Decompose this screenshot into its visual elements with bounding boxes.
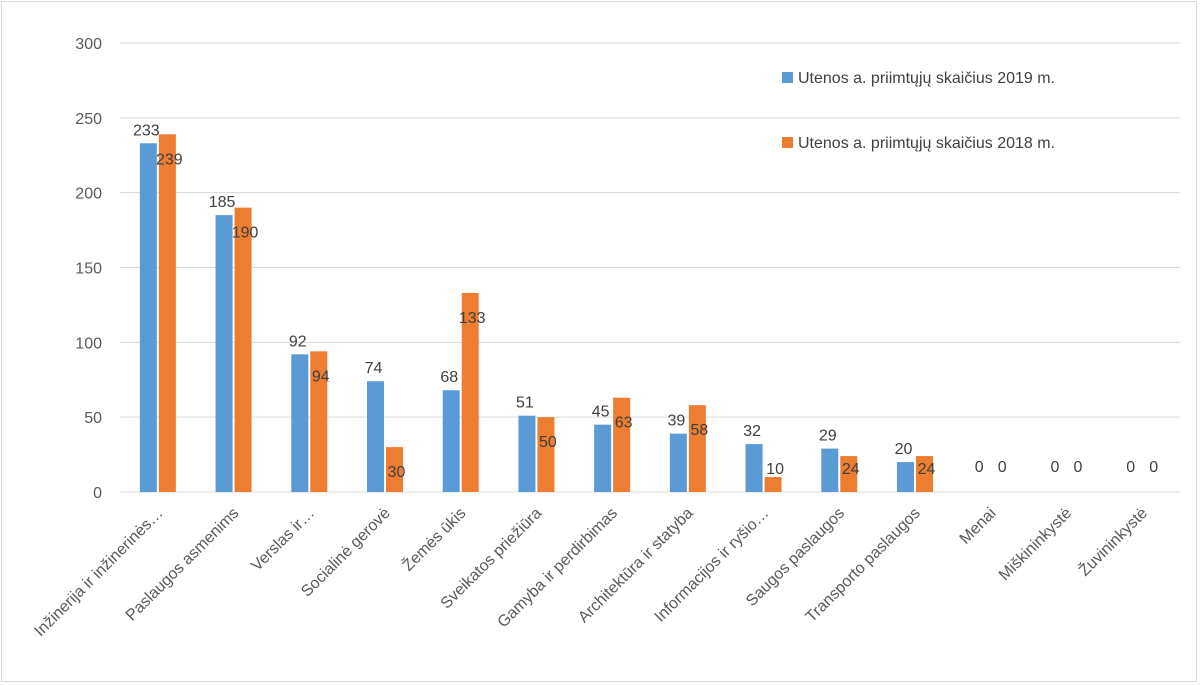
data-label-2019: 29	[819, 428, 837, 445]
data-label-2018: 10	[766, 461, 784, 478]
data-label-2019: 39	[667, 413, 685, 430]
legend-label: Utenos a. priimtųjų skaičius 2018 m.	[798, 135, 1055, 152]
data-label-2018: 239	[156, 151, 183, 168]
data-label-2019: 0	[1050, 459, 1059, 476]
bar-2019	[367, 381, 384, 492]
legend-label: Utenos a. priimtųjų skaičius 2019 m.	[798, 70, 1055, 87]
bar-2018	[613, 397, 631, 492]
x-axis: Inžinerija ir inžinerinės…Paslaugos asme…	[31, 503, 1151, 640]
x-category-label: Inžinerija ir inžinerinės…	[31, 505, 166, 640]
x-category-label: Žemės ūkis	[398, 503, 469, 574]
bar-2019	[897, 462, 914, 492]
data-label-2018: 30	[388, 464, 406, 481]
bar-2018	[158, 134, 176, 492]
y-axis: 0 50 100 150 200 250 300	[75, 36, 102, 502]
bar-2018	[537, 417, 555, 492]
data-label-2018: 24	[918, 461, 936, 478]
bar-2018	[310, 351, 328, 492]
y-tick-label: 250	[75, 111, 102, 128]
data-label-2018: 0	[998, 459, 1007, 476]
x-category-label: Verslas ir…	[248, 505, 318, 575]
bar-2019	[745, 444, 763, 492]
legend-swatch	[782, 72, 793, 83]
data-labels: 233 239 185 190 92 94 74 30 68 133 51 50 45 63 39 58 32 1…	[133, 122, 1158, 481]
bar-2018	[840, 456, 858, 492]
y-tick-label: 200	[75, 186, 102, 203]
bar-2018	[461, 292, 479, 492]
bar-2018	[916, 456, 933, 492]
data-label-2019: 92	[289, 333, 307, 350]
bar-2019	[291, 354, 309, 492]
legend: Utenos a. priimtųjų skaičius 2019 m. Uten…	[782, 70, 1055, 152]
data-label-2018: 0	[1073, 459, 1082, 476]
x-category-label: Menai	[957, 505, 1000, 548]
data-label-2019: 45	[592, 404, 610, 421]
bar-2019	[215, 215, 233, 492]
bar-2018	[764, 477, 782, 492]
bar-2019	[139, 143, 157, 492]
data-label-2019: 20	[895, 441, 913, 458]
legend-swatch	[782, 137, 793, 148]
y-tick-label: 300	[75, 36, 102, 53]
y-tick-label: 100	[75, 335, 102, 352]
gridlines	[120, 42, 1180, 493]
data-label-2018: 94	[312, 368, 330, 385]
data-label-2019: 0	[975, 459, 984, 476]
data-label-2018: 63	[615, 415, 633, 432]
data-label-2018: 24	[842, 461, 860, 478]
y-tick-label: 50	[84, 410, 102, 427]
bar-2018	[234, 207, 252, 492]
data-label-2019: 233	[133, 122, 160, 139]
bar-2019	[442, 390, 460, 492]
bar-2019	[821, 448, 839, 492]
data-label-2018: 0	[1149, 459, 1158, 476]
bar-2019	[669, 433, 687, 492]
bar-2018	[386, 447, 403, 492]
data-label-2018: 50	[539, 434, 557, 451]
bar-2019	[594, 424, 612, 492]
bar-2018	[688, 405, 706, 492]
data-label-2019: 185	[209, 194, 236, 211]
data-label-2018: 133	[459, 310, 486, 327]
y-tick-label: 0	[93, 485, 102, 502]
data-label-2019: 32	[743, 423, 761, 440]
bars	[139, 134, 933, 492]
data-label-2019: 68	[440, 369, 458, 386]
bar-2019	[518, 415, 536, 492]
data-label-2019: 51	[516, 395, 534, 412]
data-label-2019: 0	[1126, 459, 1135, 476]
data-label-2018: 58	[690, 422, 708, 439]
x-category-label: Žuvininkystė	[1075, 503, 1151, 579]
y-tick-label: 150	[75, 261, 102, 278]
x-category-label: Miškininkystė	[996, 505, 1075, 584]
data-label-2018: 190	[232, 225, 259, 242]
data-label-2019: 74	[365, 360, 383, 377]
